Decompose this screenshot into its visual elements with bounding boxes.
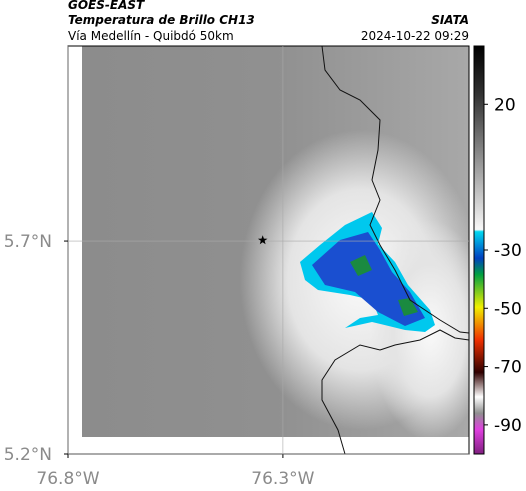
timestamp: 2024-10-22 09:29 [361, 29, 469, 43]
location-marker [257, 235, 268, 245]
colorbar-tick-label: 20 [494, 95, 516, 115]
boundary [321, 329, 470, 455]
colorbar-tick-label: -90 [494, 416, 522, 436]
colorbar-tick-label: -70 [494, 358, 522, 378]
satellite-imagery [82, 46, 490, 440]
source: GOES-EAST [68, 0, 145, 12]
subtitle: Vía Medellín - Quibdó 50km [68, 29, 234, 43]
y-tick-label: 5.7°N [4, 232, 52, 252]
x-tick-label: 76.3°W [251, 469, 314, 489]
title: Temperatura de Brillo CH13 [68, 13, 255, 27]
colorbar-tick-label: -50 [494, 299, 522, 319]
x-tick-label: 76.8°W [36, 469, 99, 489]
boundary [321, 45, 470, 334]
colorbar [473, 45, 485, 455]
org: SIATA [431, 13, 469, 27]
y-tick-label: 5.2°N [4, 445, 52, 465]
colorbar-tick-label: -30 [494, 241, 522, 261]
